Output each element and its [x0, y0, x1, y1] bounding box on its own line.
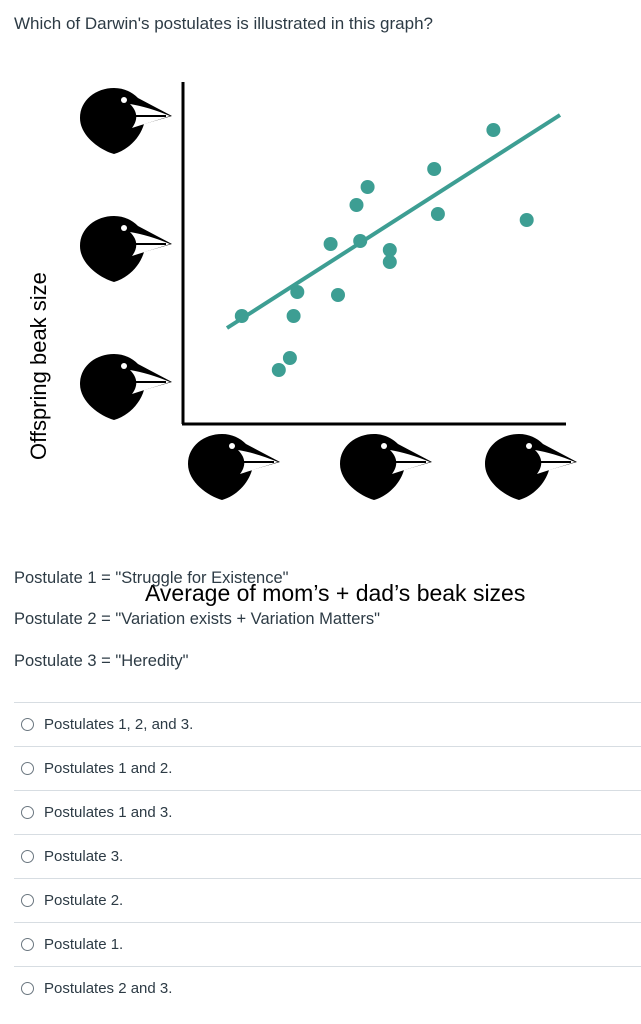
x-axis-label: Average of mom’s + dad’s beak sizes	[145, 580, 526, 606]
answer-label: Postulate 2.	[44, 892, 124, 909]
data-point	[271, 363, 286, 377]
answer-label: Postulates 1 and 3.	[44, 804, 173, 821]
data-point	[349, 198, 364, 212]
radio-button[interactable]	[21, 850, 34, 863]
scatter-figure: Offspring beak size Average of mom’s + d…	[0, 70, 641, 606]
medium-beak-bird-icon	[339, 433, 433, 501]
data-point	[430, 207, 445, 221]
data-point	[282, 351, 297, 365]
small-beak-bird-icon	[79, 353, 173, 421]
data-point	[427, 162, 442, 176]
answer-option[interactable]: Postulates 2 and 3.	[14, 966, 641, 1010]
answer-label: Postulate 1.	[44, 936, 124, 953]
y-axis-label: Offspring beak size	[26, 272, 51, 460]
answer-option[interactable]: Postulate 3.	[14, 834, 641, 878]
data-point	[486, 123, 501, 137]
answer-option[interactable]: Postulates 1, 2, and 3.	[14, 702, 641, 746]
data-point	[353, 234, 368, 248]
answer-label: Postulates 2 and 3.	[44, 980, 173, 997]
answer-option[interactable]: Postulate 1.	[14, 922, 641, 966]
large-beak-bird-icon	[79, 87, 173, 155]
data-point	[360, 180, 375, 194]
small-beak-bird-icon	[187, 433, 281, 501]
answer-label: Postulates 1 and 2.	[44, 760, 173, 777]
data-point	[519, 213, 534, 227]
answer-option[interactable]: Postulates 1 and 2.	[14, 746, 641, 790]
data-point	[234, 309, 249, 323]
data-point	[382, 255, 397, 269]
radio-button[interactable]	[21, 938, 34, 951]
trend-line	[225, 113, 562, 330]
data-point	[382, 243, 397, 257]
scatter-chart	[79, 82, 578, 501]
answer-option[interactable]: Postulate 2.	[14, 878, 641, 922]
answer-option[interactable]: Postulates 1 and 3.	[14, 790, 641, 834]
radio-button[interactable]	[21, 894, 34, 907]
question-text: Which of Darwin's postulates is illustra…	[14, 14, 433, 33]
answer-list: Postulates 1, 2, and 3. Postulates 1 and…	[14, 702, 641, 1010]
radio-button[interactable]	[21, 718, 34, 731]
radio-button[interactable]	[21, 762, 34, 775]
data-point	[290, 285, 305, 299]
large-beak-bird-icon	[484, 433, 578, 501]
answer-label: Postulates 1, 2, and 3.	[44, 716, 194, 733]
postulate-2: Postulate 2 = "Variation exists + Variat…	[14, 610, 381, 628]
data-point	[323, 237, 338, 251]
answer-label: Postulate 3.	[44, 848, 124, 865]
radio-button[interactable]	[21, 982, 34, 995]
postulate-1: Postulate 1 = "Struggle for Existence"	[14, 569, 289, 587]
data-point	[331, 288, 345, 302]
postulate-3: Postulate 3 = "Heredity"	[14, 652, 189, 670]
medium-beak-bird-icon	[79, 215, 173, 283]
radio-button[interactable]	[21, 806, 34, 819]
data-point	[286, 309, 301, 323]
